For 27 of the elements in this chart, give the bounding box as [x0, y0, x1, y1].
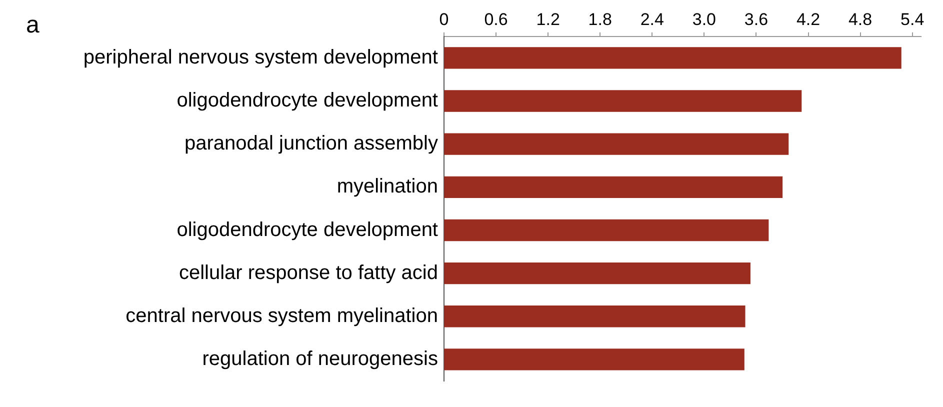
bar	[444, 176, 783, 198]
x-tick-label: 3.6	[744, 10, 768, 29]
y-tick-label: paranodal junction assembly	[184, 132, 438, 155]
bar	[444, 219, 769, 242]
bar	[444, 262, 750, 284]
y-tick-label: myelination	[336, 176, 438, 198]
x-tick-label: 1.2	[536, 10, 560, 29]
bar	[444, 306, 746, 328]
x-tick-label: 3.0	[692, 10, 716, 29]
y-tick-label: oligodendrocyte development	[176, 218, 438, 241]
y-tick-label: peripheral nervous system development	[83, 46, 438, 68]
y-tick-label: cellular response to fatty acid	[178, 262, 438, 284]
x-tick-label: 0	[439, 10, 449, 29]
text: a	[26, 12, 40, 39]
y-tick-label: oligodendrocyte development	[176, 90, 438, 112]
x-tick-label: 2.4	[640, 10, 664, 29]
y-tick-label: central nervous system myelination	[126, 304, 438, 327]
x-tick-label: 4.8	[848, 10, 872, 29]
bar	[444, 133, 789, 155]
x-tick-label: 0.6	[484, 10, 508, 29]
y-tick-label: regulation of neurogenesis	[202, 348, 438, 370]
bar	[444, 90, 802, 112]
bar	[444, 348, 744, 370]
x-tick-label: 1.8	[588, 10, 612, 29]
bar	[444, 47, 902, 69]
x-tick-label: 5.4	[900, 10, 924, 29]
x-tick-label: 4.2	[796, 10, 820, 29]
